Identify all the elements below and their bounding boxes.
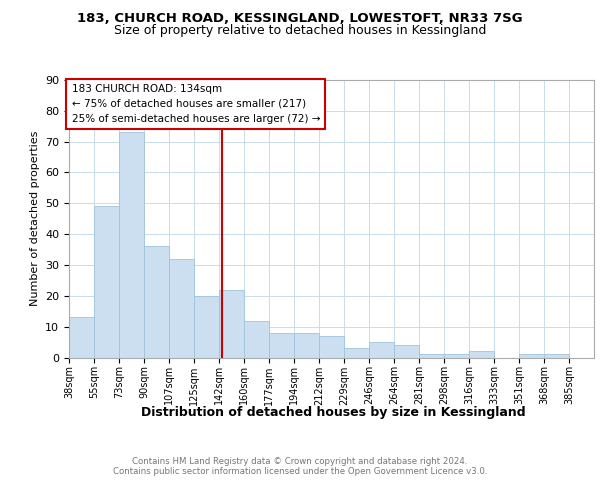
Bar [169,259,194,358]
Bar [519,354,544,358]
Bar [319,336,344,357]
Bar [194,296,219,358]
Text: Contains HM Land Registry data © Crown copyright and database right 2024.: Contains HM Land Registry data © Crown c… [132,458,468,466]
Text: 183 CHURCH ROAD: 134sqm
← 75% of detached houses are smaller (217)
25% of semi-d: 183 CHURCH ROAD: 134sqm ← 75% of detache… [71,84,320,124]
Bar [544,354,569,358]
Y-axis label: Number of detached properties: Number of detached properties [29,131,40,306]
Bar [369,342,394,357]
Bar [219,290,244,358]
Bar [119,132,144,358]
Bar [144,246,169,358]
Bar [244,320,269,358]
Bar [419,354,444,358]
Bar [469,352,494,358]
Text: Size of property relative to detached houses in Kessingland: Size of property relative to detached ho… [114,24,486,37]
Bar [94,206,119,358]
Text: Distribution of detached houses by size in Kessingland: Distribution of detached houses by size … [140,406,526,419]
Bar [444,354,469,358]
Text: Contains public sector information licensed under the Open Government Licence v3: Contains public sector information licen… [113,468,487,476]
Bar [294,333,319,357]
Bar [69,318,94,358]
Bar [344,348,369,358]
Bar [394,345,419,358]
Bar [269,333,294,357]
Text: 183, CHURCH ROAD, KESSINGLAND, LOWESTOFT, NR33 7SG: 183, CHURCH ROAD, KESSINGLAND, LOWESTOFT… [77,12,523,26]
